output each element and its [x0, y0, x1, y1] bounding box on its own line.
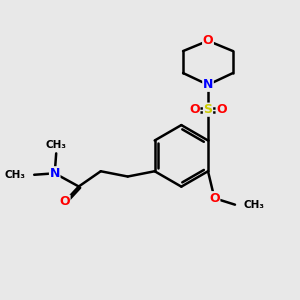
Text: O: O: [59, 195, 70, 208]
Text: O: O: [189, 103, 200, 116]
Text: CH₃: CH₃: [5, 170, 26, 180]
Text: N: N: [203, 78, 213, 91]
Text: S: S: [203, 103, 212, 116]
Text: CH₃: CH₃: [46, 140, 67, 150]
Text: N: N: [50, 167, 60, 180]
Text: O: O: [216, 103, 227, 116]
Text: CH₃: CH₃: [243, 200, 264, 210]
Text: O: O: [203, 34, 213, 47]
Text: O: O: [209, 192, 220, 205]
